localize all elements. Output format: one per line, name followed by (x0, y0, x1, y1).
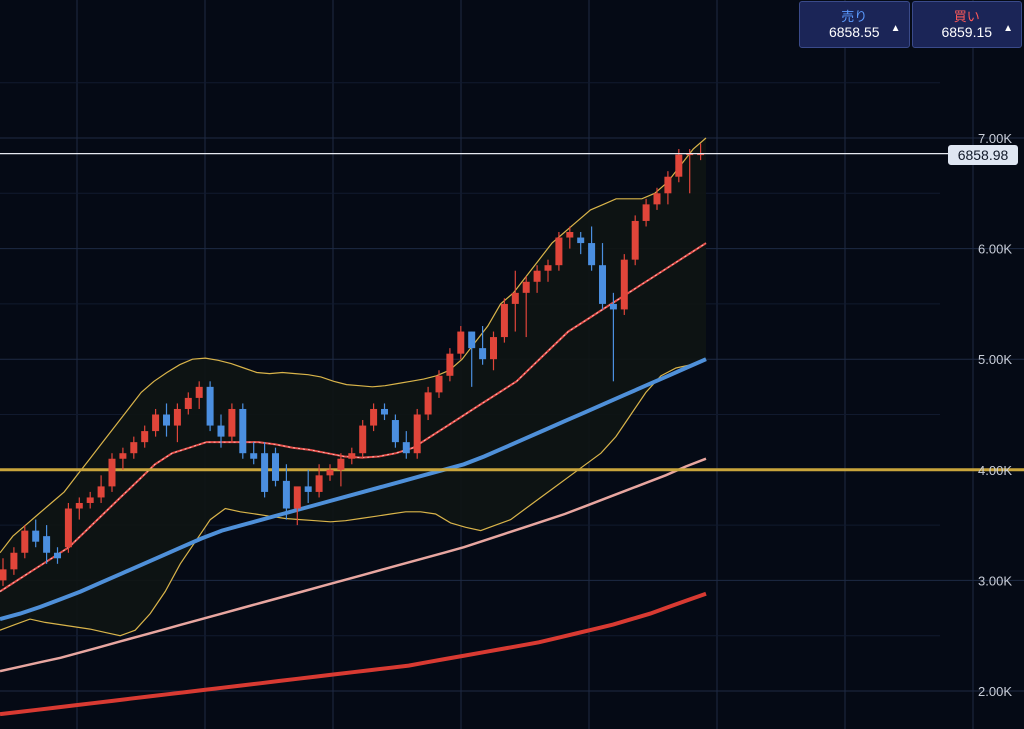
candle-body (293, 486, 301, 509)
candle-body (261, 453, 269, 492)
candle-body (228, 408, 236, 437)
candlesticks (0, 143, 705, 586)
y-tick-label: 2.00K (978, 684, 1012, 699)
candle-body (381, 408, 388, 415)
candle-body (217, 425, 225, 437)
candle-body (130, 442, 138, 454)
candle-body (21, 530, 29, 553)
sell-up-arrow-icon: ▲ (890, 23, 901, 34)
ma-red-line (0, 591, 707, 717)
candle-body (479, 348, 487, 360)
candle-body (457, 331, 465, 354)
candle-body (54, 552, 61, 559)
candle-body (599, 265, 606, 304)
buy-price: 6859.15 (941, 23, 993, 40)
candle-body (43, 536, 51, 553)
candle-body (119, 453, 127, 459)
candle-body (533, 270, 541, 282)
buy-label: 買い (953, 8, 980, 24)
buy-up-arrow-icon: ▲ (1003, 23, 1013, 34)
bollinger-lower-line (0, 358, 707, 637)
y-tick-label: 7.00K (978, 131, 1012, 146)
candle-body (544, 265, 552, 271)
candle-body (555, 237, 563, 266)
candle-body (337, 458, 345, 470)
candle-body (32, 530, 40, 542)
candle-body (304, 486, 312, 492)
candle-body (163, 414, 170, 426)
candle-body (413, 414, 421, 454)
candle-body (370, 408, 378, 426)
candle-body (588, 243, 596, 266)
candle-body (348, 453, 356, 459)
candle-body (566, 232, 574, 238)
bollinger-fill (0, 138, 706, 636)
candle-body (468, 331, 476, 349)
sell-price: 6858.55 (828, 23, 880, 40)
candle-body (391, 420, 399, 443)
candle-body (642, 204, 650, 221)
candle-body (424, 392, 432, 415)
ma-pink-line (0, 457, 707, 673)
candle-body (522, 281, 530, 293)
candle-body (315, 475, 323, 492)
candle-body (664, 176, 672, 194)
candle-body (152, 414, 160, 432)
buy-button[interactable]: 買い 6859.15 ▲ (911, 1, 1022, 48)
sell-button[interactable]: 売り 6858.55 ▲ (799, 1, 910, 48)
candle-body (697, 153, 705, 156)
candle-body (577, 237, 585, 244)
candle-body (97, 486, 105, 498)
candle-body (239, 408, 247, 454)
candle-body (435, 375, 443, 393)
candle-body (500, 303, 508, 338)
candle-body (10, 552, 18, 570)
candle-body (609, 303, 617, 310)
candle-body (326, 469, 334, 476)
candle-body (0, 569, 7, 581)
candle-body (206, 386, 214, 426)
bollinger-band (0, 137, 707, 637)
moving-averages (0, 357, 707, 717)
candle-body (511, 292, 519, 304)
y-axis-labels: 2.00K 3.00K 4.00K 5.00K 6.00K 7.00K (978, 131, 1012, 699)
y-tick-label: 4.00K (978, 463, 1012, 478)
candle-body (653, 193, 661, 205)
candle-body (108, 458, 116, 487)
candle-body (282, 480, 290, 509)
current-price-tag: 6858.98 (948, 145, 1018, 165)
y-tick-label: 5.00K (978, 352, 1012, 367)
candle-body (631, 220, 639, 260)
candle-body (272, 453, 279, 481)
candle-body (64, 508, 72, 548)
candle-body (75, 502, 83, 509)
candle-body (490, 337, 497, 360)
candle-body (173, 408, 181, 426)
candle-body (620, 259, 628, 310)
candle-body (184, 397, 192, 409)
candle-body (446, 353, 454, 376)
y-tick-label: 6.00K (978, 242, 1012, 257)
candle-body (675, 154, 683, 177)
trade-panel: 売り 6858.55 ▲ 買い 6859.15 ▲ (799, 1, 1022, 48)
candle-body (86, 497, 94, 503)
y-tick-label: 3.00K (978, 573, 1012, 588)
candle-body (250, 453, 258, 459)
candle-body (686, 153, 694, 156)
sell-label: 売り (841, 8, 868, 24)
bollinger-upper-line (0, 137, 707, 554)
candle-body (141, 431, 149, 443)
candle-body (195, 386, 203, 398)
ma-blue-line (0, 357, 707, 622)
candle-body (359, 425, 367, 454)
candle-body (402, 442, 410, 454)
